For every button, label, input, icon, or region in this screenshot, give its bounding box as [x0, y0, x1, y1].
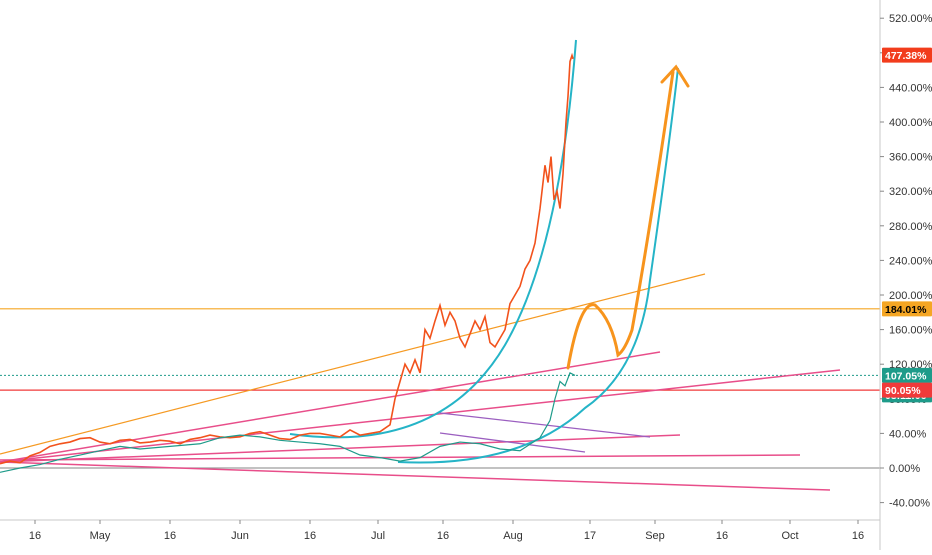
x-tick-label: 17 [584, 530, 596, 542]
price-label-text: 477.38% [885, 50, 927, 62]
x-tick-label: May [90, 530, 111, 542]
price-label-text: 184.01% [885, 304, 927, 316]
x-tick-label: Oct [781, 530, 798, 542]
drawing-overlays [0, 39, 841, 491]
y-axis: 520.00%480.00%440.00%400.00%360.00%320.0… [879, 0, 932, 550]
y-tick-label: 0.00% [889, 463, 920, 475]
y-tick-label: 40.00% [889, 428, 927, 440]
price-label-box [882, 382, 932, 398]
x-tick-label: 16 [304, 530, 316, 542]
pink-trendline [0, 434, 681, 463]
price-label-box [882, 47, 932, 63]
x-tick-label: 16 [852, 530, 864, 542]
y-tick-label: 320.00% [889, 186, 932, 198]
orange-projection-arrowhead [660, 64, 690, 88]
y-tick-label: 240.00% [889, 255, 932, 267]
pink-trendline [0, 369, 841, 463]
orange-trendline [0, 273, 706, 455]
horizontal-levels [0, 308, 880, 469]
y-tick-label: 200.00% [889, 290, 932, 302]
price-label-box [882, 301, 932, 317]
teal-parabolic-curve [397, 67, 679, 464]
x-tick-label: Jul [371, 530, 385, 542]
price-labels: 477.38%184.01%107.05%03:11:0690.05% [882, 47, 932, 403]
x-tick-label: Sep [645, 530, 665, 542]
x-tick-label: 16 [29, 530, 41, 542]
purple-trendline [439, 412, 651, 438]
pink-trendline [0, 461, 831, 491]
x-tick-label: 16 [437, 530, 449, 542]
x-tick-label: 16 [164, 530, 176, 542]
y-tick-label: 160.00% [889, 325, 932, 337]
x-tick-label: 16 [716, 530, 728, 542]
teal-parabolic-curve [289, 39, 577, 439]
price-label-text: 107.05% [885, 370, 927, 382]
y-tick-label: 440.00% [889, 82, 932, 94]
y-tick-label: 360.00% [889, 152, 932, 164]
pink-trendline [0, 454, 801, 461]
price-series [0, 52, 576, 473]
price-label-text: 90.05% [885, 385, 921, 397]
y-tick-label: 280.00% [889, 221, 932, 233]
price-label-box [882, 367, 932, 383]
x-axis: 16 May 16 Jun 16 Jul 16 Aug 17 Sep 16 Oct 16 [0, 519, 880, 542]
series-line-primary [0, 52, 574, 465]
y-tick-label: -40.00% [889, 498, 930, 510]
purple-trendline [439, 432, 586, 453]
x-tick-label: Aug [503, 530, 523, 542]
y-tick-label: 400.00% [889, 117, 932, 129]
orange-projection-path [566, 70, 675, 370]
y-tick-label: 520.00% [889, 13, 932, 25]
series-line-secondary [0, 372, 576, 473]
x-tick-label: Jun [231, 530, 249, 542]
